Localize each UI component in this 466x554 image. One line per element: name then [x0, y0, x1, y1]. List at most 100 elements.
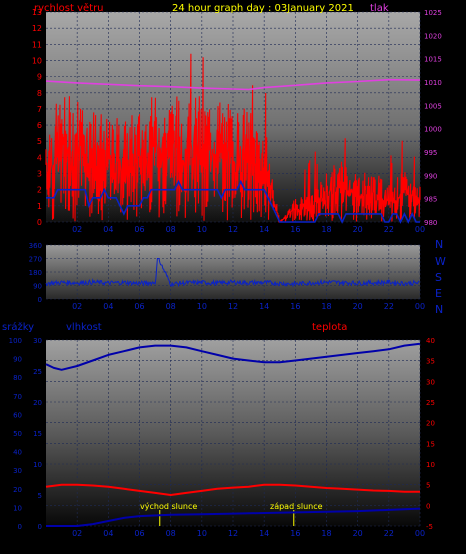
- mid-xtick-22: 22: [384, 302, 394, 311]
- bot-ytick-humidity-50: 50: [13, 430, 22, 438]
- bot-ytick-rain-20: 20: [33, 399, 42, 407]
- top-ytick-left-9: 9: [37, 73, 42, 82]
- humidity-series: [45, 342, 421, 371]
- bot-ytick-humidity-80: 80: [13, 374, 22, 382]
- sunset-label: západ slunce: [270, 502, 323, 511]
- bot-xtick-04: 04: [103, 529, 113, 538]
- top-title: 24 hour graph day : 03January 2021: [172, 3, 354, 14]
- bot-ytick-humidity-10: 10: [13, 504, 22, 512]
- bot-ytick-rain-0: 0: [38, 523, 42, 531]
- bot-ytick-humidity-30: 30: [13, 467, 22, 475]
- mid-xtick-00: 00: [415, 302, 425, 311]
- top-ytick-right-1025: 1025: [424, 9, 442, 17]
- rain-series: [46, 507, 421, 527]
- bot-ytick-humidity-0: 0: [18, 523, 22, 531]
- top-ytick-left-12: 12: [32, 24, 42, 33]
- mid-xtick-10: 10: [197, 302, 207, 311]
- bot-xtick-10: 10: [197, 529, 207, 538]
- compass-s: S: [435, 271, 442, 284]
- top-left-label: rychlost větru: [34, 2, 104, 14]
- bot-ytick-rain-25: 25: [33, 368, 42, 376]
- bot-ytick-humidity-60: 60: [13, 411, 22, 419]
- compass-n-top: N: [435, 238, 443, 251]
- mid-xtick-08: 08: [166, 302, 176, 311]
- bot-ytick-rain-30: 30: [33, 337, 42, 345]
- bot-ytick-rain-15: 15: [33, 430, 42, 438]
- mid-ytick-0: 0: [38, 296, 42, 304]
- bot-xtick-18: 18: [321, 529, 331, 538]
- bot-xtick-16: 16: [290, 529, 300, 538]
- wind-direction-series: [45, 258, 420, 288]
- top-ytick-right-985: 985: [424, 196, 437, 204]
- top-xtick-14: 14: [259, 225, 269, 234]
- bot-ytick-temp-30: 30: [426, 378, 435, 386]
- bot-ytick-temp-40: 40: [426, 337, 435, 345]
- mid-xtick-06: 06: [134, 302, 144, 311]
- bot-ytick-humidity-70: 70: [13, 393, 22, 401]
- bot-ytick-humidity-20: 20: [13, 486, 22, 494]
- bot-xtick-02: 02: [72, 529, 82, 538]
- mid-ytick-180: 180: [29, 269, 42, 277]
- bottom-mid-label: vlhkost: [66, 322, 102, 333]
- top-xtick-20: 20: [353, 225, 363, 234]
- top-ytick-right-995: 995: [424, 149, 437, 157]
- mid-xtick-02: 02: [72, 302, 82, 311]
- bot-ytick-temp-0: 0: [426, 502, 430, 510]
- bot-ytick-temp-15: 15: [426, 440, 435, 448]
- top-xtick-12: 12: [228, 225, 238, 234]
- top-xtick-08: 08: [166, 225, 176, 234]
- top-ytick-left-4: 4: [37, 153, 42, 162]
- bot-ytick-temp-20: 20: [426, 420, 435, 428]
- bot-ytick-temp--5: -5: [426, 523, 433, 531]
- bot-xtick-14: 14: [259, 529, 269, 538]
- compass-n-bottom: N: [435, 303, 443, 316]
- mid-xtick-04: 04: [103, 302, 113, 311]
- top-ytick-left-11: 11: [32, 40, 42, 49]
- top-ytick-right-1010: 1010: [424, 79, 442, 87]
- top-xtick-06: 06: [134, 225, 144, 234]
- bot-ytick-temp-5: 5: [426, 482, 430, 490]
- wind-speed-series: [45, 53, 421, 223]
- bot-xtick-08: 08: [166, 529, 176, 538]
- bot-ytick-temp-35: 35: [426, 358, 435, 366]
- top-xtick-18: 18: [321, 225, 331, 234]
- bot-xtick-00: 00: [415, 529, 425, 538]
- top-ytick-right-980: 980: [424, 219, 437, 227]
- compass-e: E: [435, 287, 442, 300]
- bot-ytick-rain-10: 10: [33, 461, 42, 469]
- mid-xtick-14: 14: [259, 302, 269, 311]
- top-xtick-00: 00: [415, 225, 425, 234]
- pressure-series: [45, 78, 421, 91]
- top-ytick-right-1020: 1020: [424, 32, 442, 40]
- sunrise-label: východ slunce: [140, 502, 197, 511]
- top-ytick-left-2: 2: [37, 186, 42, 195]
- bot-ytick-humidity-100: 100: [9, 337, 22, 345]
- top-ytick-left-8: 8: [37, 89, 42, 98]
- top-xtick-04: 04: [103, 225, 113, 234]
- wind-base-series: [46, 179, 420, 224]
- bottom-right-label: teplota: [312, 322, 347, 333]
- bot-xtick-12: 12: [228, 529, 238, 538]
- top-ytick-left-0: 0: [37, 218, 42, 227]
- bottom-left-label: srážky: [2, 321, 34, 333]
- top-ytick-left-6: 6: [37, 121, 42, 130]
- top-xtick-10: 10: [197, 225, 207, 234]
- mid-ytick-270: 270: [29, 256, 42, 264]
- top-ytick-left-13: 13: [32, 8, 42, 17]
- mid-xtick-20: 20: [353, 302, 363, 311]
- bot-ytick-rain-5: 5: [38, 492, 42, 500]
- top-ytick-left-3: 3: [37, 170, 42, 179]
- mid-ytick-360: 360: [29, 242, 42, 250]
- bot-ytick-humidity-40: 40: [13, 449, 22, 457]
- top-ytick-left-1: 1: [37, 202, 42, 211]
- top-ytick-right-990: 990: [424, 172, 437, 180]
- mid-xtick-16: 16: [290, 302, 300, 311]
- top-ytick-right-1005: 1005: [424, 102, 442, 110]
- bot-xtick-06: 06: [134, 529, 144, 538]
- mid-xtick-12: 12: [228, 302, 238, 311]
- top-ytick-left-7: 7: [37, 105, 42, 114]
- top-xtick-16: 16: [290, 225, 300, 234]
- compass-w: W: [435, 255, 446, 268]
